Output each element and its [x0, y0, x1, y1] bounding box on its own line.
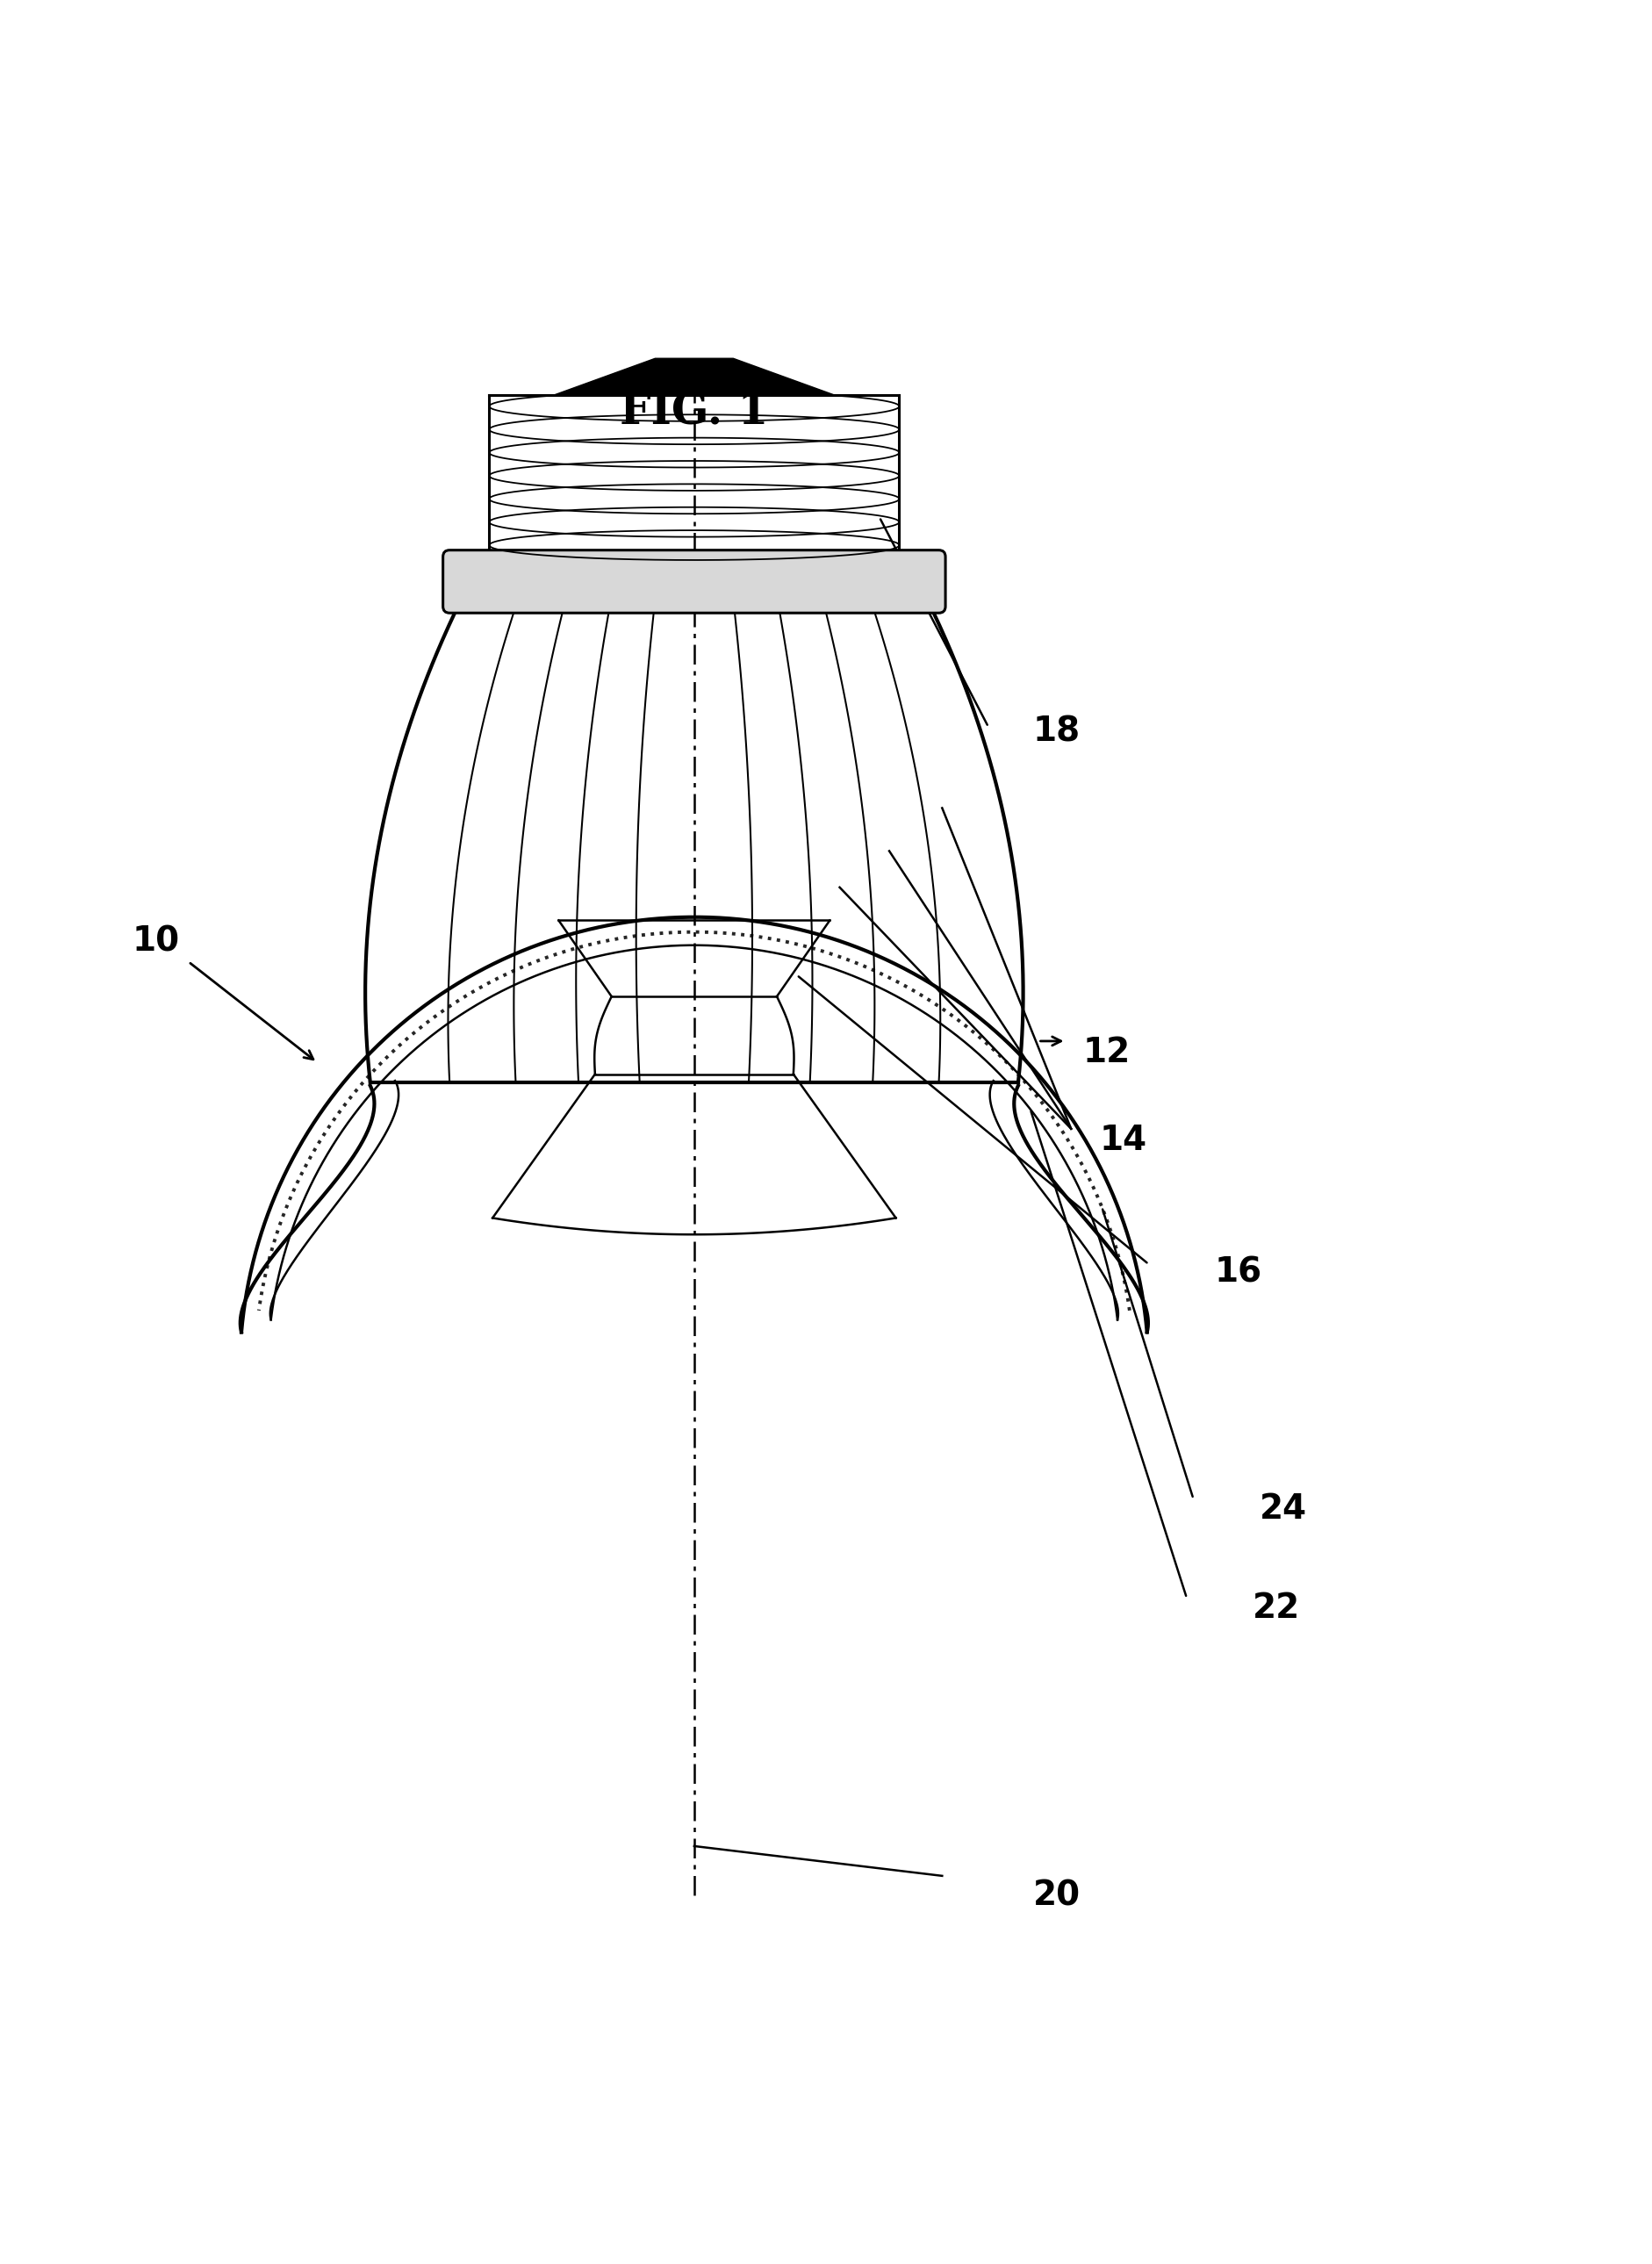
Text: 12: 12	[1082, 1037, 1130, 1069]
Text: 20: 20	[1032, 1879, 1080, 1913]
Text: 18: 18	[1032, 715, 1080, 749]
FancyBboxPatch shape	[443, 550, 945, 614]
Text: 10: 10	[132, 926, 180, 958]
Text: 14: 14	[1099, 1123, 1146, 1157]
Text: FIG. 1: FIG. 1	[620, 392, 768, 435]
Polygon shape	[555, 358, 833, 394]
Text: 22: 22	[1252, 1592, 1300, 1626]
Text: 24: 24	[1259, 1492, 1307, 1526]
Text: 16: 16	[1214, 1257, 1262, 1288]
